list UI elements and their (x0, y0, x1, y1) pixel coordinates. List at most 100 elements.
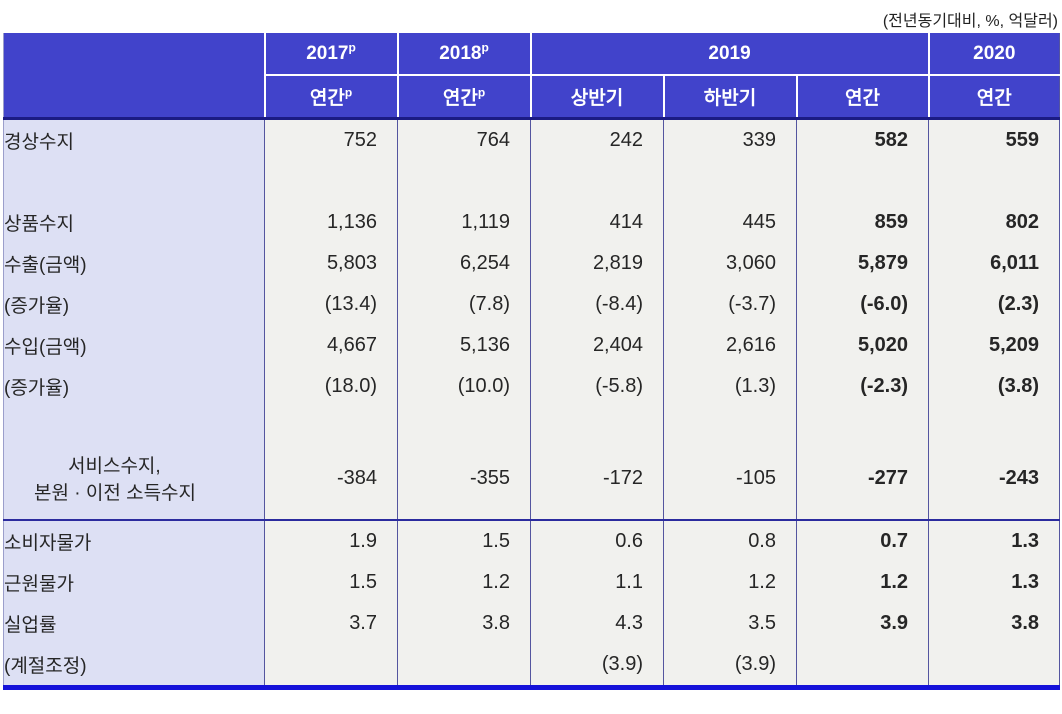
table-cell: 6,011 (928, 243, 1060, 284)
col-group-2018: 2018p (396, 33, 532, 76)
table-cell: 1.2 (663, 562, 797, 603)
economic-summary-table: 2017p 2018p 2019 2020 연간p 연간p 상반기 하반기 연간… (3, 33, 1061, 690)
table-cell: (18.0) (264, 366, 398, 407)
provisional-mark: p (481, 40, 489, 55)
table-cell: (2.3) (928, 284, 1060, 325)
table-cell: 3.8 (928, 603, 1060, 644)
table-cell: 802 (928, 202, 1060, 243)
table-cell: 3.7 (264, 603, 398, 644)
table-cell: -105 (663, 437, 797, 520)
row-label: 상품수지 (3, 202, 265, 243)
table-cell: (10.0) (397, 366, 531, 407)
subheader-2019-h2: 하반기 (662, 74, 798, 120)
table-cell (928, 644, 1060, 690)
table-cell: -243 (928, 437, 1060, 520)
row-label-line-2: 본원 · 이전 소득수지 (34, 483, 197, 504)
row-label: (증가율) (3, 284, 265, 325)
subheader-2019-h1: 상반기 (529, 74, 665, 120)
table-row-exports: 수출(금액) 5,803 6,254 2,819 3,060 5,879 6,0… (3, 243, 1060, 284)
table-cell: 3.5 (663, 603, 797, 644)
table-row-import-growth: (증가율) (18.0) (10.0) (-5.8) (1.3) (-2.3) … (3, 366, 1060, 407)
table-cell: 3,060 (663, 243, 797, 284)
table-cell (530, 407, 664, 437)
table-cell (397, 161, 531, 202)
col-group-2017: 2017p (263, 33, 399, 76)
table-cell: (7.8) (397, 284, 531, 325)
table-cell: 3.8 (397, 603, 531, 644)
spacer-row (3, 407, 1060, 437)
table-cell (795, 407, 929, 437)
table-row-unemployment: 실업률 3.7 3.8 4.3 3.5 3.9 3.8 (3, 603, 1060, 644)
table-cell: 1.5 (397, 519, 531, 562)
table-body: 경상수지 752 764 242 339 582 559 상품수지 1,136 (3, 118, 1060, 690)
table-row-core-inflation: 근원물가 1.5 1.2 1.1 1.2 1.2 1.3 (3, 562, 1060, 603)
table-cell (264, 644, 398, 690)
row-label: (증가율) (3, 366, 265, 407)
row-label (3, 407, 265, 437)
subheader-2020-annual: 연간 (927, 74, 1060, 120)
table-cell: -172 (530, 437, 664, 520)
col-group-2020: 2020 (927, 33, 1060, 76)
corner-header-cell (3, 33, 266, 120)
table-cell: 1,119 (397, 202, 531, 243)
table-row-imports: 수입(금액) 4,667 5,136 2,404 2,616 5,020 5,2… (3, 325, 1060, 366)
table-cell (530, 161, 664, 202)
table-cell: 1.9 (264, 519, 398, 562)
table-cell: (-3.7) (663, 284, 797, 325)
row-label-line-1: 서비스수지, (68, 456, 161, 477)
table-cell: 339 (663, 118, 797, 161)
table-cell: 752 (264, 118, 398, 161)
table-cell: (-2.3) (795, 366, 929, 407)
table-cell: 559 (928, 118, 1060, 161)
table-cell: (-8.4) (530, 284, 664, 325)
table-cell: (-5.8) (530, 366, 664, 407)
table-cell (397, 407, 531, 437)
table-cell: (3.9) (530, 644, 664, 690)
row-label (3, 161, 265, 202)
col-group-2019: 2019 (529, 33, 930, 76)
table-cell (397, 644, 531, 690)
provisional-mark: p (477, 85, 486, 100)
provisional-mark: p (344, 85, 353, 100)
table-cell: 1.3 (928, 519, 1060, 562)
table-cell: 3.9 (795, 603, 929, 644)
row-label: 실업률 (3, 603, 265, 644)
table-cell (264, 161, 398, 202)
table-header: 2017p 2018p 2019 2020 연간p 연간p 상반기 하반기 연간… (3, 33, 1060, 120)
row-label: 소비자물가 (3, 519, 265, 562)
table-cell: (13.4) (264, 284, 398, 325)
table-cell (264, 407, 398, 437)
table-cell (795, 644, 929, 690)
spacer-row (3, 161, 1060, 202)
subheader-2019-annual: 연간 (795, 74, 930, 120)
table-row-current-account: 경상수지 752 764 242 339 582 559 (3, 118, 1060, 161)
row-label: 근원물가 (3, 562, 265, 603)
row-label: (계절조정) (3, 644, 265, 690)
table-cell: 4,667 (264, 325, 398, 366)
table-cell (928, 407, 1060, 437)
table-cell (795, 161, 929, 202)
table-cell: 445 (663, 202, 797, 243)
table-cell: -355 (397, 437, 531, 520)
row-label: 경상수지 (3, 118, 265, 161)
table-row-seasonally-adjusted: (계절조정) (3.9) (3.9) (3, 644, 1060, 690)
table-cell: 6,254 (397, 243, 531, 284)
table-cell: 859 (795, 202, 929, 243)
table-cell: -384 (264, 437, 398, 520)
table-cell: 0.7 (795, 519, 929, 562)
table-cell: (3.9) (663, 644, 797, 690)
table-cell: 242 (530, 118, 664, 161)
table-cell: 2,404 (530, 325, 664, 366)
table-cell: (3.8) (928, 366, 1060, 407)
table-row-cpi: 소비자물가 1.9 1.5 0.6 0.8 0.7 1.3 (3, 519, 1060, 562)
table-cell: 5,020 (795, 325, 929, 366)
table-cell: 1.5 (264, 562, 398, 603)
table-cell: 582 (795, 118, 929, 161)
table-cell (663, 407, 797, 437)
table-cell: 5,136 (397, 325, 531, 366)
provisional-mark: p (348, 40, 356, 55)
table-cell: (1.3) (663, 366, 797, 407)
table-cell: -277 (795, 437, 929, 520)
table-row-goods-balance: 상품수지 1,136 1,119 414 445 859 802 (3, 202, 1060, 243)
